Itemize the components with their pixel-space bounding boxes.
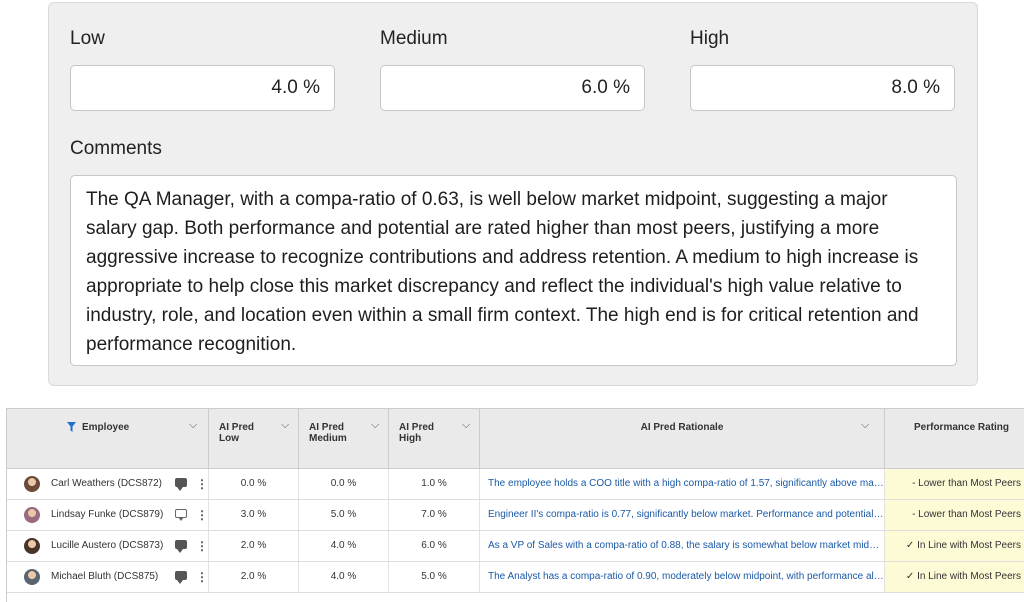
chevron-down-icon[interactable]: ⌵ <box>281 419 290 431</box>
ai-pred-medium-cell[interactable]: 5.0 % <box>299 500 389 530</box>
table-row[interactable]: Carl Weathers (DCS872) ⋮ 0.0 % 0.0 % 1.0 % Th… <box>7 469 1024 500</box>
medium-input[interactable]: 6.0 % <box>380 65 645 111</box>
employee-name[interactable]: Michael Bluth (DCS875) <box>51 571 159 582</box>
more-options-icon[interactable]: ⋮ <box>196 570 208 584</box>
performance-rating-cell[interactable]: ✓ In Line with Most Peers <box>885 531 1024 561</box>
chevron-down-icon[interactable]: ⌵ <box>462 419 471 431</box>
comment-filled-icon[interactable] <box>175 478 187 491</box>
performance-rating-cell[interactable]: - Lower than Most Peers <box>885 500 1024 530</box>
column-header-ai-pred-low[interactable]: AI Pred Low ⌵ <box>209 409 299 469</box>
performance-rating-header-label: Performance Rating <box>914 422 1010 433</box>
comment-filled-icon[interactable] <box>175 540 187 553</box>
employee-grid: Employee ⌵ AI Pred Low ⌵ AI Pred Medium … <box>6 408 1024 602</box>
ai-pred-high-cell[interactable]: 1.0 % <box>389 469 480 499</box>
low-input[interactable]: 4.0 % <box>70 65 335 111</box>
employee-name[interactable]: Carl Weathers (DCS872) <box>51 478 162 489</box>
table-row[interactable]: Lindsay Funke (DCS879) ⋮ 3.0 % 5.0 % 7.0 % En… <box>7 500 1024 531</box>
table-row[interactable]: Michael Bluth (DCS875) ⋮ 2.0 % 4.0 % 5.0 % Th… <box>7 562 1024 593</box>
comment-outline-icon[interactable] <box>175 509 187 521</box>
ai-pred-low-cell[interactable]: 2.0 % <box>209 531 299 561</box>
avatar <box>24 476 40 492</box>
column-header-ai-pred-rationale[interactable]: AI Pred Rationale ⌵ <box>480 409 885 469</box>
ai-pred-high-cell[interactable]: 5.0 % <box>389 562 480 592</box>
ai-pred-high-cell[interactable]: 6.0 % <box>389 531 480 561</box>
employee-cell[interactable]: Lindsay Funke (DCS879) ⋮ <box>7 500 209 530</box>
ai-pred-low-header-label: AI Pred Low <box>219 422 255 444</box>
low-label: Low <box>70 28 105 49</box>
ai-pred-rationale-cell[interactable]: The employee holds a COO title with a hi… <box>480 469 885 499</box>
column-header-ai-pred-high[interactable]: AI Pred High ⌵ <box>389 409 480 469</box>
employee-cell[interactable]: Carl Weathers (DCS872) ⋮ <box>7 469 209 499</box>
ai-pred-medium-cell[interactable]: 4.0 % <box>299 562 389 592</box>
ai-pred-high-header-label: AI Pred High <box>399 422 435 444</box>
filter-icon[interactable] <box>67 422 76 432</box>
more-options-icon[interactable]: ⋮ <box>196 508 208 522</box>
high-label: High <box>690 28 730 49</box>
table-row[interactable]: Lucille Austero (DCS873) ⋮ 2.0 % 4.0 % 6.0 %… <box>7 531 1024 562</box>
ai-pred-rationale-cell[interactable]: Engineer II's compa-ratio is 0.77, signi… <box>480 500 885 530</box>
employee-name[interactable]: Lindsay Funke (DCS879) <box>51 509 164 520</box>
comments-textarea[interactable]: The QA Manager, with a compa-ratio of 0.… <box>70 175 957 366</box>
employee-header-label: Employee <box>82 422 130 433</box>
ai-pred-medium-cell[interactable]: 4.0 % <box>299 531 389 561</box>
column-header-performance-rating[interactable]: Performance Rating <box>885 409 1024 469</box>
ai-pred-low-cell[interactable]: 3.0 % <box>209 500 299 530</box>
employee-name[interactable]: Lucille Austero (DCS873) <box>51 540 164 551</box>
employee-cell[interactable]: Lucille Austero (DCS873) ⋮ <box>7 531 209 561</box>
more-options-icon[interactable]: ⋮ <box>196 539 208 553</box>
medium-label: Medium <box>380 28 448 49</box>
chevron-down-icon[interactable]: ⌵ <box>371 419 380 431</box>
ai-pred-medium-cell[interactable]: 0.0 % <box>299 469 389 499</box>
ai-pred-low-cell[interactable]: 2.0 % <box>209 562 299 592</box>
ai-pred-rationale-header-label: AI Pred Rationale <box>640 422 724 433</box>
avatar <box>24 538 40 554</box>
ai-pred-rationale-cell[interactable]: As a VP of Sales with a compa-ratio of 0… <box>480 531 885 561</box>
ai-pred-high-cell[interactable]: 7.0 % <box>389 500 480 530</box>
column-header-employee[interactable]: Employee ⌵ <box>7 409 209 469</box>
ai-pred-medium-header-label: AI Pred Medium <box>309 422 347 444</box>
chevron-down-icon[interactable]: ⌵ <box>861 419 870 431</box>
column-header-ai-pred-medium[interactable]: AI Pred Medium ⌵ <box>299 409 389 469</box>
employee-cell[interactable]: Michael Bluth (DCS875) ⋮ <box>7 562 209 592</box>
performance-rating-cell[interactable]: - Lower than Most Peers <box>885 469 1024 499</box>
ai-pred-rationale-cell[interactable]: The Analyst has a compa-ratio of 0.90, m… <box>480 562 885 592</box>
chevron-down-icon[interactable]: ⌵ <box>189 419 198 431</box>
comment-filled-icon[interactable] <box>175 571 187 584</box>
performance-rating-cell[interactable]: ✓ In Line with Most Peers <box>885 562 1024 592</box>
high-input[interactable]: 8.0 % <box>690 65 955 111</box>
comments-label: Comments <box>70 138 162 159</box>
more-options-icon[interactable]: ⋮ <box>196 477 208 491</box>
avatar <box>24 569 40 585</box>
avatar <box>24 507 40 523</box>
ai-pred-low-cell[interactable]: 0.0 % <box>209 469 299 499</box>
